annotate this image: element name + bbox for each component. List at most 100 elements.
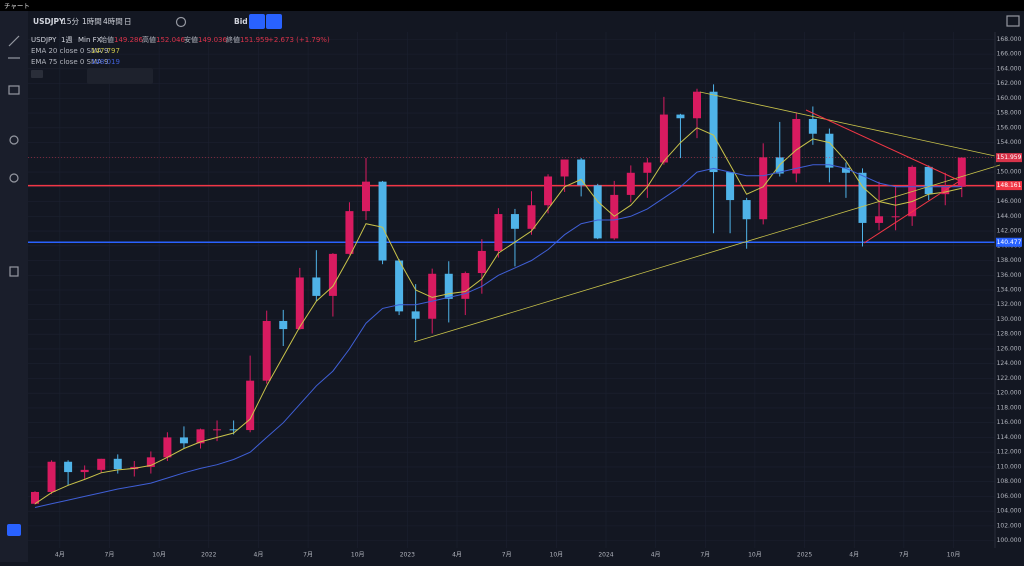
collapse-button[interactable] [31, 70, 43, 78]
y-tick-label: 166.000 [997, 51, 1022, 58]
y-tick-label: 112.000 [997, 449, 1022, 456]
candle-body [113, 458, 122, 470]
y-tick-label: 164.000 [997, 65, 1022, 72]
candle-body [709, 91, 718, 173]
candle-body [924, 166, 933, 195]
y-tick-label: 106.000 [997, 493, 1022, 500]
zoom-tool[interactable] [9, 173, 19, 183]
x-tick-label: 4月 [452, 552, 462, 559]
candle-body [626, 172, 635, 195]
legend-entry: EMA 20 close 0 SMA 9 [31, 47, 109, 55]
candle-body [461, 273, 470, 299]
y-tick-label: 132.000 [997, 301, 1022, 308]
candle-body [229, 429, 238, 431]
candle-body [312, 277, 321, 296]
window-title: チャート [4, 2, 30, 10]
y-tick-label: 130.000 [997, 316, 1022, 323]
candle-body [179, 437, 188, 444]
candle-body [146, 457, 155, 467]
x-tick-label: 10月 [550, 552, 564, 559]
y-tick-label: 128.000 [997, 331, 1022, 338]
y-tick-label: 116.000 [997, 419, 1022, 426]
y-tick-label: 158.000 [997, 110, 1022, 117]
candle-body [659, 114, 668, 163]
candle-body [841, 167, 850, 173]
x-tick-label: 4月 [849, 552, 859, 559]
y-tick-label: 146.000 [997, 198, 1022, 205]
ohlc-label: 高値 [142, 35, 156, 44]
legend: USDJPY 1週 Min FX [31, 35, 102, 44]
delete-tool[interactable] [9, 266, 19, 277]
x-tick-label: 2023 [400, 552, 415, 559]
y-tick-label: 110.000 [997, 463, 1022, 470]
candle-body [279, 320, 288, 330]
interval-button[interactable]: 15分 [62, 17, 80, 26]
legend-symbol: USDJPY [31, 36, 57, 44]
y-tick-label: 142.000 [997, 228, 1022, 235]
red-trendline [863, 181, 959, 244]
top-toolbar: USDJPY 15分 1時間 4時間 日 Bid [28, 12, 1024, 32]
resistance-trendline [699, 91, 996, 157]
legend-entry: EMA 75 close 0 SMA 9 [31, 58, 109, 66]
candle-body [527, 205, 536, 229]
y-tick-label: 144.000 [997, 213, 1022, 220]
candle-body [825, 133, 834, 168]
candle-body [428, 273, 437, 319]
x-tick-label: 2024 [598, 552, 613, 559]
x-tick-label: 4月 [651, 552, 661, 559]
ema-line [34, 127, 962, 505]
price-tag [996, 181, 1022, 191]
shape-tool[interactable] [9, 135, 19, 145]
candle-body [544, 176, 553, 206]
candle-body [957, 157, 966, 187]
active-tool[interactable] [7, 524, 21, 536]
x-tick-label: 10月 [947, 552, 961, 559]
legend-value: 148.019 [91, 58, 120, 66]
price-source-button[interactable]: Bid [234, 17, 248, 26]
y-tick-label: 168.000 [997, 36, 1022, 43]
candle-body [477, 250, 486, 274]
y-tick-label: 118.000 [997, 404, 1022, 411]
wave-mode-button[interactable] [266, 14, 282, 29]
drawings [413, 91, 1001, 343]
y-tick-label: 104.000 [997, 508, 1022, 515]
drawing-toolbar [87, 68, 153, 84]
candle-body [792, 118, 801, 174]
y-tick-label: 126.000 [997, 345, 1022, 352]
candle-body [163, 437, 172, 458]
candle-body [759, 157, 768, 220]
trendline-tool[interactable] [8, 35, 20, 47]
y-tick-label: 100.000 [997, 537, 1022, 544]
line-mode-button[interactable] [249, 14, 265, 29]
ohlc-label: 終値 [226, 35, 240, 44]
candle-body [494, 214, 503, 251]
candle-body [378, 181, 387, 261]
candle-body [80, 469, 89, 473]
price-tag-label: 148.161 [997, 182, 1022, 189]
price-tag [996, 237, 1022, 247]
text-tool[interactable] [8, 85, 20, 95]
interval-button[interactable]: 日 [124, 17, 132, 26]
ohlc-value: 152.046 [156, 36, 185, 44]
layout-button[interactable] [1006, 15, 1020, 27]
interval-button[interactable]: 4時間 [103, 17, 123, 26]
y-tick-label: 124.000 [997, 360, 1022, 367]
candle-body [676, 114, 685, 119]
x-tick-label: 7月 [700, 552, 710, 559]
add-indicator-icon[interactable] [175, 16, 187, 28]
price-tag [996, 153, 1022, 163]
candle-body [345, 211, 354, 254]
y-tick-label: 122.000 [997, 375, 1022, 382]
price-tag-label: 151.959 [997, 154, 1022, 161]
candle-body [362, 181, 370, 212]
x-tick-label: 4月 [254, 552, 264, 559]
y-tick-label: 108.000 [997, 478, 1022, 485]
symbol-button[interactable]: USDJPY [33, 17, 65, 26]
candle-body [97, 458, 106, 470]
interval-button[interactable]: 1時間 [82, 17, 102, 26]
title-bar [0, 0, 1024, 11]
left-toolbar [0, 11, 28, 562]
y-tick-label: 102.000 [997, 522, 1022, 529]
